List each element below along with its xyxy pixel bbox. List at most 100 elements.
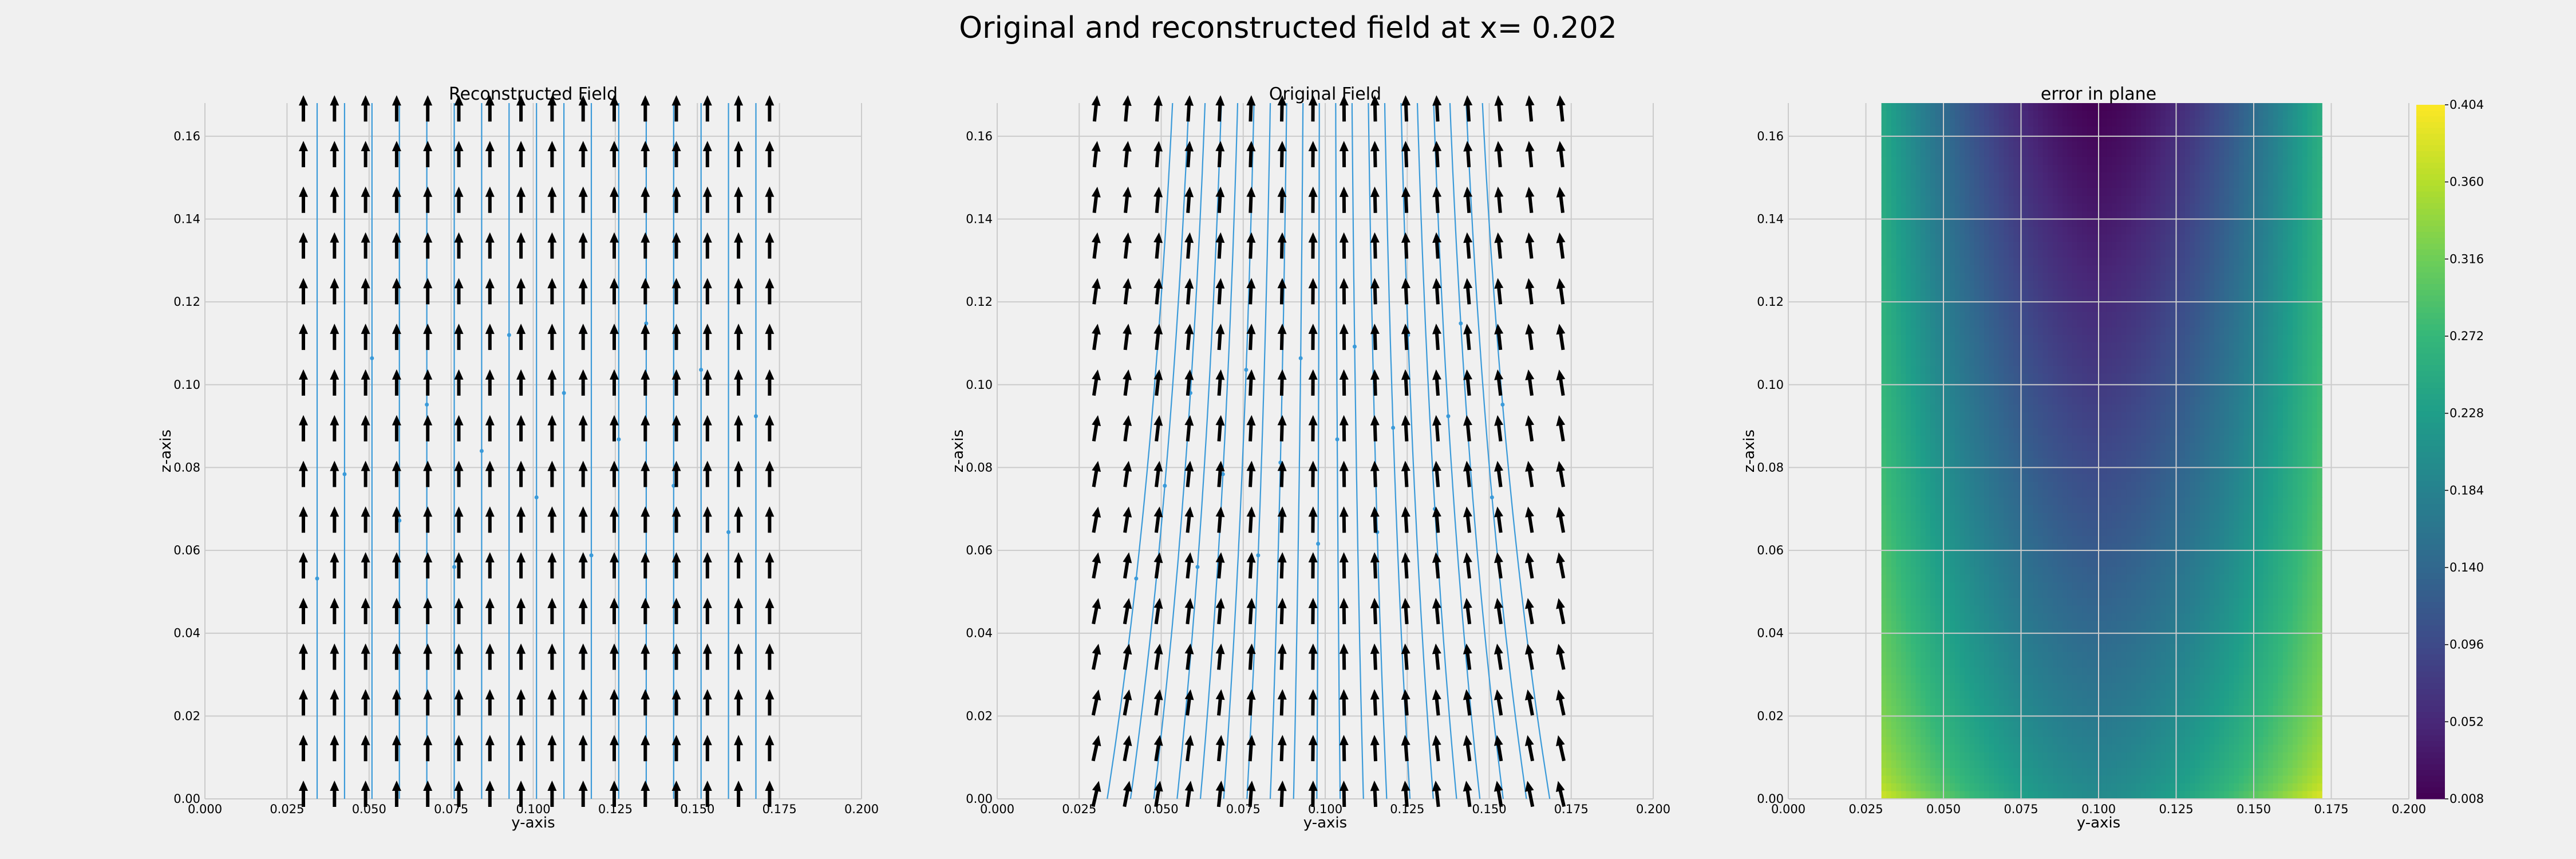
heatmap-cell	[1891, 103, 1897, 112]
heatmap-cell	[2042, 304, 2048, 313]
heatmap-cell	[2194, 227, 2200, 235]
quiver-arrow	[516, 324, 526, 350]
heatmap-cell	[2160, 389, 2166, 397]
y-tick-label: 0.02	[173, 709, 200, 723]
heatmap-cell	[2111, 451, 2117, 459]
heatmap-cell	[1915, 381, 1921, 390]
heatmap-cell	[2067, 196, 2073, 204]
quiver-arrow	[1339, 186, 1349, 213]
heatmap-cell	[2194, 420, 2200, 428]
heatmap-cell	[2278, 404, 2283, 413]
heatmap-cell	[1896, 404, 1902, 413]
heatmap-cell	[1930, 435, 1936, 444]
heatmap-cell	[2023, 111, 2029, 119]
heatmap-cell	[2101, 358, 2107, 367]
heatmap-cell	[2209, 320, 2215, 328]
heatmap-cell	[2131, 366, 2136, 375]
heatmap-cell	[1989, 258, 1994, 266]
heatmap-cell	[2243, 103, 2249, 112]
heatmap-cell	[2199, 258, 2205, 266]
heatmap-cell	[1906, 342, 1911, 351]
heatmap-cell	[2033, 350, 2038, 359]
heatmap-cell	[2312, 203, 2318, 212]
heatmap-cell	[2121, 404, 2127, 413]
heatmap-cell	[2317, 373, 2322, 382]
heatmap-cell	[1954, 412, 1961, 421]
heatmap-cell	[2072, 389, 2078, 397]
heatmap-cell	[2184, 172, 2190, 181]
quiver-arrow	[1246, 324, 1256, 350]
quiver-arrow	[485, 597, 495, 624]
heatmap-cell	[1964, 157, 1970, 166]
quiver-arrow	[547, 506, 557, 533]
heatmap-cell	[1989, 126, 1994, 135]
quiver-arrow	[1215, 598, 1225, 625]
heatmap-cell	[2111, 180, 2117, 189]
heatmap-cell	[1891, 366, 1897, 375]
heatmap-cell	[2175, 296, 2180, 305]
heatmap-cell	[2096, 211, 2103, 220]
heatmap-cell	[2287, 459, 2293, 467]
heatmap-cell	[2258, 443, 2264, 452]
quiver-arrow	[547, 369, 557, 396]
heatmap-cell	[2092, 149, 2097, 158]
heatmap-cell	[2160, 250, 2166, 258]
heatmap-cell	[2234, 165, 2239, 174]
heatmap-cell	[1979, 428, 1985, 436]
heatmap-cell	[1896, 157, 1902, 166]
heatmap-cell	[2278, 211, 2283, 220]
heatmap-cell	[2140, 397, 2146, 405]
heatmap-cell	[1910, 188, 1917, 196]
heatmap-cell	[2121, 188, 2127, 196]
quiver-arrow	[1463, 369, 1473, 396]
heatmap-cell	[2209, 180, 2215, 189]
quiver-arrow	[641, 735, 650, 762]
heatmap-cell	[2077, 211, 2083, 220]
heatmap-cell	[1906, 404, 1911, 413]
heatmap-cell	[1891, 265, 1897, 274]
heatmap-cell	[2175, 389, 2180, 397]
heatmap-cell	[2082, 443, 2088, 452]
heatmap-cell	[2013, 172, 2019, 181]
heatmap-cell	[1891, 451, 1897, 459]
quiver-arrow	[299, 781, 308, 807]
heatmap-cell	[2273, 443, 2278, 452]
heatmap-cell	[1979, 196, 1985, 204]
heatmap-cell	[2312, 196, 2318, 204]
heatmap-cell	[2312, 289, 2318, 297]
heatmap-cell	[1989, 420, 1994, 428]
heatmap-cell	[1954, 358, 1961, 367]
heatmap-cell	[2243, 304, 2249, 313]
heatmap-cell	[2287, 103, 2293, 112]
heatmap-cell	[2278, 459, 2283, 467]
heatmap-cell	[2013, 428, 2019, 436]
heatmap-cell	[1930, 281, 1936, 289]
heatmap-cell	[1915, 366, 1921, 375]
heatmap-cell	[2096, 188, 2103, 196]
heatmap-cell	[2072, 397, 2078, 405]
heatmap-cell	[2273, 281, 2278, 289]
heatmap-cell	[1881, 289, 1887, 297]
heatmap-cell	[2106, 397, 2112, 405]
heatmap-cell	[2126, 250, 2132, 258]
heatmap-cell	[2278, 180, 2283, 189]
heatmap-cell	[2302, 312, 2308, 320]
heatmap-cell	[2224, 196, 2230, 204]
heatmap-cell	[2243, 381, 2249, 390]
heatmap-cell	[2013, 265, 2019, 274]
heatmap-cell	[2131, 312, 2136, 320]
heatmap-cell	[1940, 141, 1946, 150]
quiver-arrow	[1463, 735, 1472, 762]
heatmap-cell	[2067, 397, 2073, 405]
heatmap-cell	[2116, 320, 2122, 328]
heatmap-cell	[1915, 358, 1921, 367]
heatmap-cell	[2042, 281, 2048, 289]
heatmap-cell	[2302, 134, 2308, 143]
heatmap-cell	[1921, 203, 1926, 212]
heatmap-cell	[2106, 358, 2112, 367]
heatmap-cell	[2136, 157, 2142, 166]
heatmap-cell	[2096, 149, 2103, 158]
heatmap-cell	[2184, 126, 2190, 135]
heatmap-cell	[2199, 281, 2205, 289]
x-tick-label: 0.000	[980, 802, 1014, 816]
